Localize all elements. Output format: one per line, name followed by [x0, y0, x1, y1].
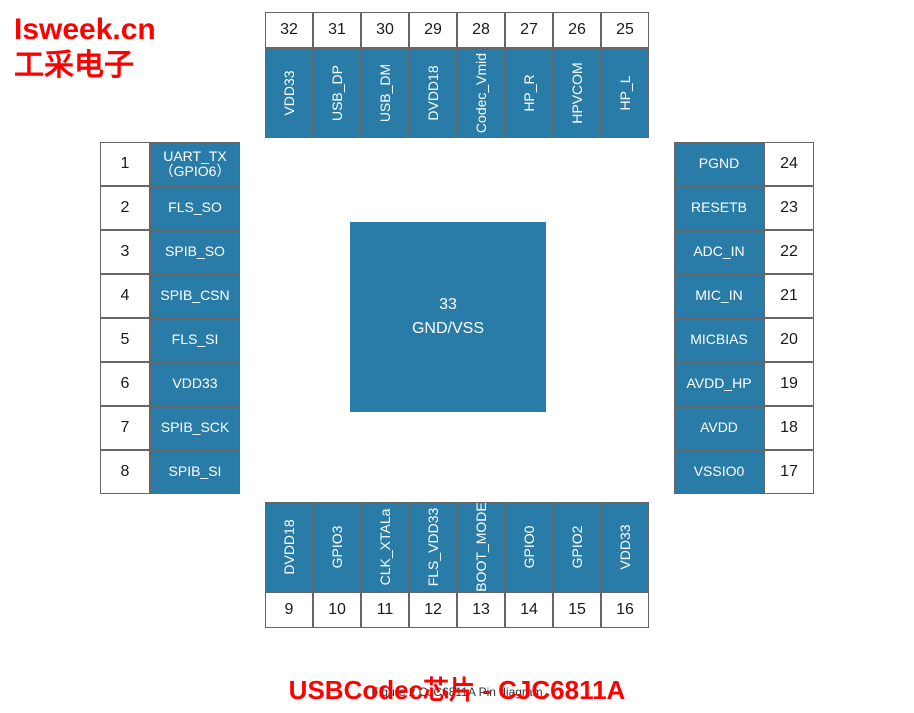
pin-num-21: 21 [764, 274, 814, 318]
center-pad-label: GND/VSS [412, 320, 484, 338]
center-pad: 33 GND/VSS [350, 222, 546, 412]
pin-label-14: GPIO0 [505, 502, 553, 592]
pin-label-6: VDD33 [150, 362, 240, 406]
pin-num-25: 25 [601, 12, 649, 48]
pin-label-1: UART_TX（GPIO6） [150, 142, 240, 186]
pin-num-23: 23 [764, 186, 814, 230]
pin-label-21: MIC_IN [674, 274, 764, 318]
pin-num-17: 17 [764, 450, 814, 494]
pin-label-25: HP_L [601, 48, 649, 138]
pin-num-30: 30 [361, 12, 409, 48]
pin-num-19: 19 [764, 362, 814, 406]
pin-label-16: VDD33 [601, 502, 649, 592]
pin-num-15: 15 [553, 592, 601, 628]
pin-label-2: FLS_SO [150, 186, 240, 230]
pin-num-13: 13 [457, 592, 505, 628]
pin-label-26: HPVCOM [553, 48, 601, 138]
pin-label-7: SPIB_SCK [150, 406, 240, 450]
pin-label-13: BOOT_MODE [457, 502, 505, 592]
pin-label-32: VDD33 [265, 48, 313, 138]
pin-label-23: RESETB [674, 186, 764, 230]
pin-label-19: AVDD_HP [674, 362, 764, 406]
chip-pin-diagram: 1UART_TX（GPIO6）2FLS_SO3SPIB_SO4SPIB_CSN5… [100, 12, 814, 692]
pin-num-24: 24 [764, 142, 814, 186]
pin-label-11: CLK_XTALa [361, 502, 409, 592]
center-pad-num: 33 [439, 296, 457, 314]
pin-label-5: FLS_SI [150, 318, 240, 362]
pin-num-29: 29 [409, 12, 457, 48]
pin-num-18: 18 [764, 406, 814, 450]
pin-num-31: 31 [313, 12, 361, 48]
watermark-bottom: USBCodec芯片 - CJC6811A [289, 670, 626, 707]
pin-num-16: 16 [601, 592, 649, 628]
pin-num-9: 9 [265, 592, 313, 628]
pin-num-6: 6 [100, 362, 150, 406]
pin-num-14: 14 [505, 592, 553, 628]
pin-num-8: 8 [100, 450, 150, 494]
pin-label-20: MICBIAS [674, 318, 764, 362]
pin-label-17: VSSIO0 [674, 450, 764, 494]
pin-label-30: USB_DM [361, 48, 409, 138]
pin-label-12: FLS_VDD33 [409, 502, 457, 592]
pin-label-31: USB_DP [313, 48, 361, 138]
watermark-line1: Isweek.cn [14, 12, 156, 48]
pin-label-8: SPIB_SI [150, 450, 240, 494]
pin-num-10: 10 [313, 592, 361, 628]
pin-num-11: 11 [361, 592, 409, 628]
watermark-line2: 工采电子 [14, 48, 156, 84]
pin-label-24: PGND [674, 142, 764, 186]
watermark-top: Isweek.cn 工采电子 [14, 12, 156, 84]
pin-label-28: Codec_Vmid [457, 48, 505, 138]
pin-num-20: 20 [764, 318, 814, 362]
pin-num-4: 4 [100, 274, 150, 318]
pin-num-5: 5 [100, 318, 150, 362]
pin-label-29: DVDD18 [409, 48, 457, 138]
pin-num-1: 1 [100, 142, 150, 186]
pin-label-22: ADC_IN [674, 230, 764, 274]
pin-label-4: SPIB_CSN [150, 274, 240, 318]
pin-num-12: 12 [409, 592, 457, 628]
pin-label-9: DVDD18 [265, 502, 313, 592]
pin-num-27: 27 [505, 12, 553, 48]
pin-label-18: AVDD [674, 406, 764, 450]
pin-num-3: 3 [100, 230, 150, 274]
pin-label-15: GPIO2 [553, 502, 601, 592]
pin-num-28: 28 [457, 12, 505, 48]
pin-num-22: 22 [764, 230, 814, 274]
pin-num-2: 2 [100, 186, 150, 230]
pin-num-32: 32 [265, 12, 313, 48]
pin-label-3: SPIB_SO [150, 230, 240, 274]
pin-label-27: HP_R [505, 48, 553, 138]
pin-num-7: 7 [100, 406, 150, 450]
pin-label-10: GPIO3 [313, 502, 361, 592]
pin-num-26: 26 [553, 12, 601, 48]
